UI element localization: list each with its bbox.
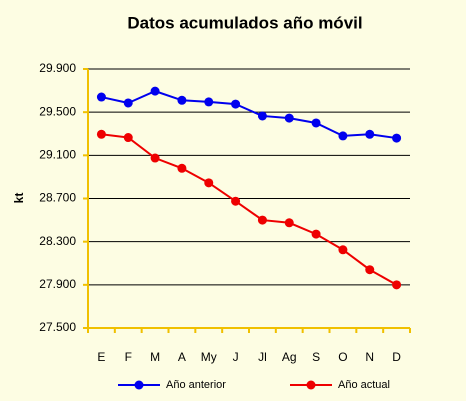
- point: [284, 218, 294, 228]
- point: [392, 280, 402, 290]
- series-line: [101, 133, 398, 286]
- legend-label: Año anterior: [166, 379, 226, 391]
- point: [177, 163, 187, 173]
- y-tick-label: 28.700: [39, 191, 76, 205]
- point: [311, 229, 321, 239]
- legend-marker: [306, 380, 316, 390]
- chart-title: Datos acumulados año móvil: [127, 13, 362, 32]
- point: [392, 133, 402, 143]
- point: [231, 196, 241, 206]
- point: [338, 131, 348, 141]
- x-tick-label: My: [201, 350, 217, 364]
- y-tick-label: 29.100: [39, 148, 76, 162]
- x-tick-label: S: [312, 350, 320, 364]
- legend-label: Año actual: [338, 379, 390, 391]
- point: [365, 265, 375, 275]
- point: [257, 215, 267, 225]
- point: [96, 129, 106, 139]
- y-axis-label: kt: [12, 193, 26, 204]
- x-tick-label: A: [178, 350, 186, 364]
- x-tick-label: Ag: [282, 350, 297, 364]
- y-tick-label: 29.500: [39, 104, 76, 118]
- x-tick-label: F: [125, 350, 132, 364]
- x-tick-label: D: [392, 350, 401, 364]
- y-tick-label: 27.500: [39, 320, 76, 334]
- x-tick-label: N: [365, 350, 374, 364]
- point: [231, 99, 241, 109]
- y-tick-label: 27.900: [39, 277, 76, 291]
- point: [338, 245, 348, 255]
- point: [257, 111, 267, 121]
- point: [123, 133, 133, 143]
- point: [96, 92, 106, 102]
- point: [123, 98, 133, 108]
- y-tick-label: 29.900: [39, 61, 76, 75]
- x-tick-label: M: [150, 350, 160, 364]
- point: [150, 153, 160, 163]
- point: [150, 86, 160, 96]
- point: [204, 97, 214, 107]
- x-tick-label: E: [97, 350, 105, 364]
- point: [177, 95, 187, 105]
- point: [311, 118, 321, 128]
- y-tick-label: 28.300: [39, 234, 76, 248]
- x-tick-label: J: [233, 350, 239, 364]
- point: [365, 129, 375, 139]
- point: [204, 178, 214, 188]
- legend-marker: [134, 380, 144, 390]
- x-tick-label: O: [338, 350, 347, 364]
- point: [284, 113, 294, 123]
- x-tick-label: Jl: [258, 350, 267, 364]
